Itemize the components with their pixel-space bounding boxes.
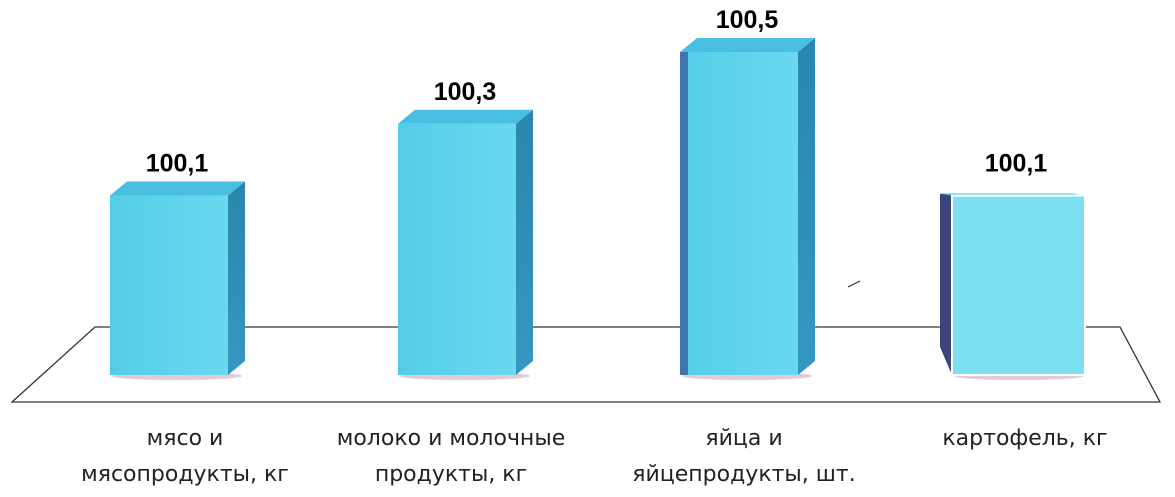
data-label: 100,5 [716,6,779,34]
chart-floor [10,326,1162,403]
x-tick-label: мясо и мясопродукты, кг [81,426,289,487]
data-label: 100,3 [434,78,497,106]
bar-front-face [951,194,1086,376]
bar-3 [680,38,815,380]
stray-mark [847,280,861,288]
data-label: 100,1 [985,150,1048,178]
bar-1 [110,181,245,380]
data-label: 100,1 [146,150,209,178]
bar-2 [398,109,533,380]
bar-front-face [680,52,798,375]
bar-front-face [110,195,228,375]
bar-side-face [228,181,245,375]
bar-top-face [680,38,815,52]
bar-side-face [798,38,815,375]
x-tick-label: яйца и яйцепродукты, шт. [632,426,855,487]
x-tick-label: молоко и молочные продукты, кг [337,426,565,487]
bar-edge [680,52,688,375]
bar-4 [940,193,1086,380]
bar-side-face [516,109,533,376]
bar-top-face [398,109,533,124]
bar-top-face [110,181,245,196]
bar-front-face [398,123,516,376]
x-tick-label: картофель, кг [942,426,1107,451]
bar-side-face [940,193,952,375]
